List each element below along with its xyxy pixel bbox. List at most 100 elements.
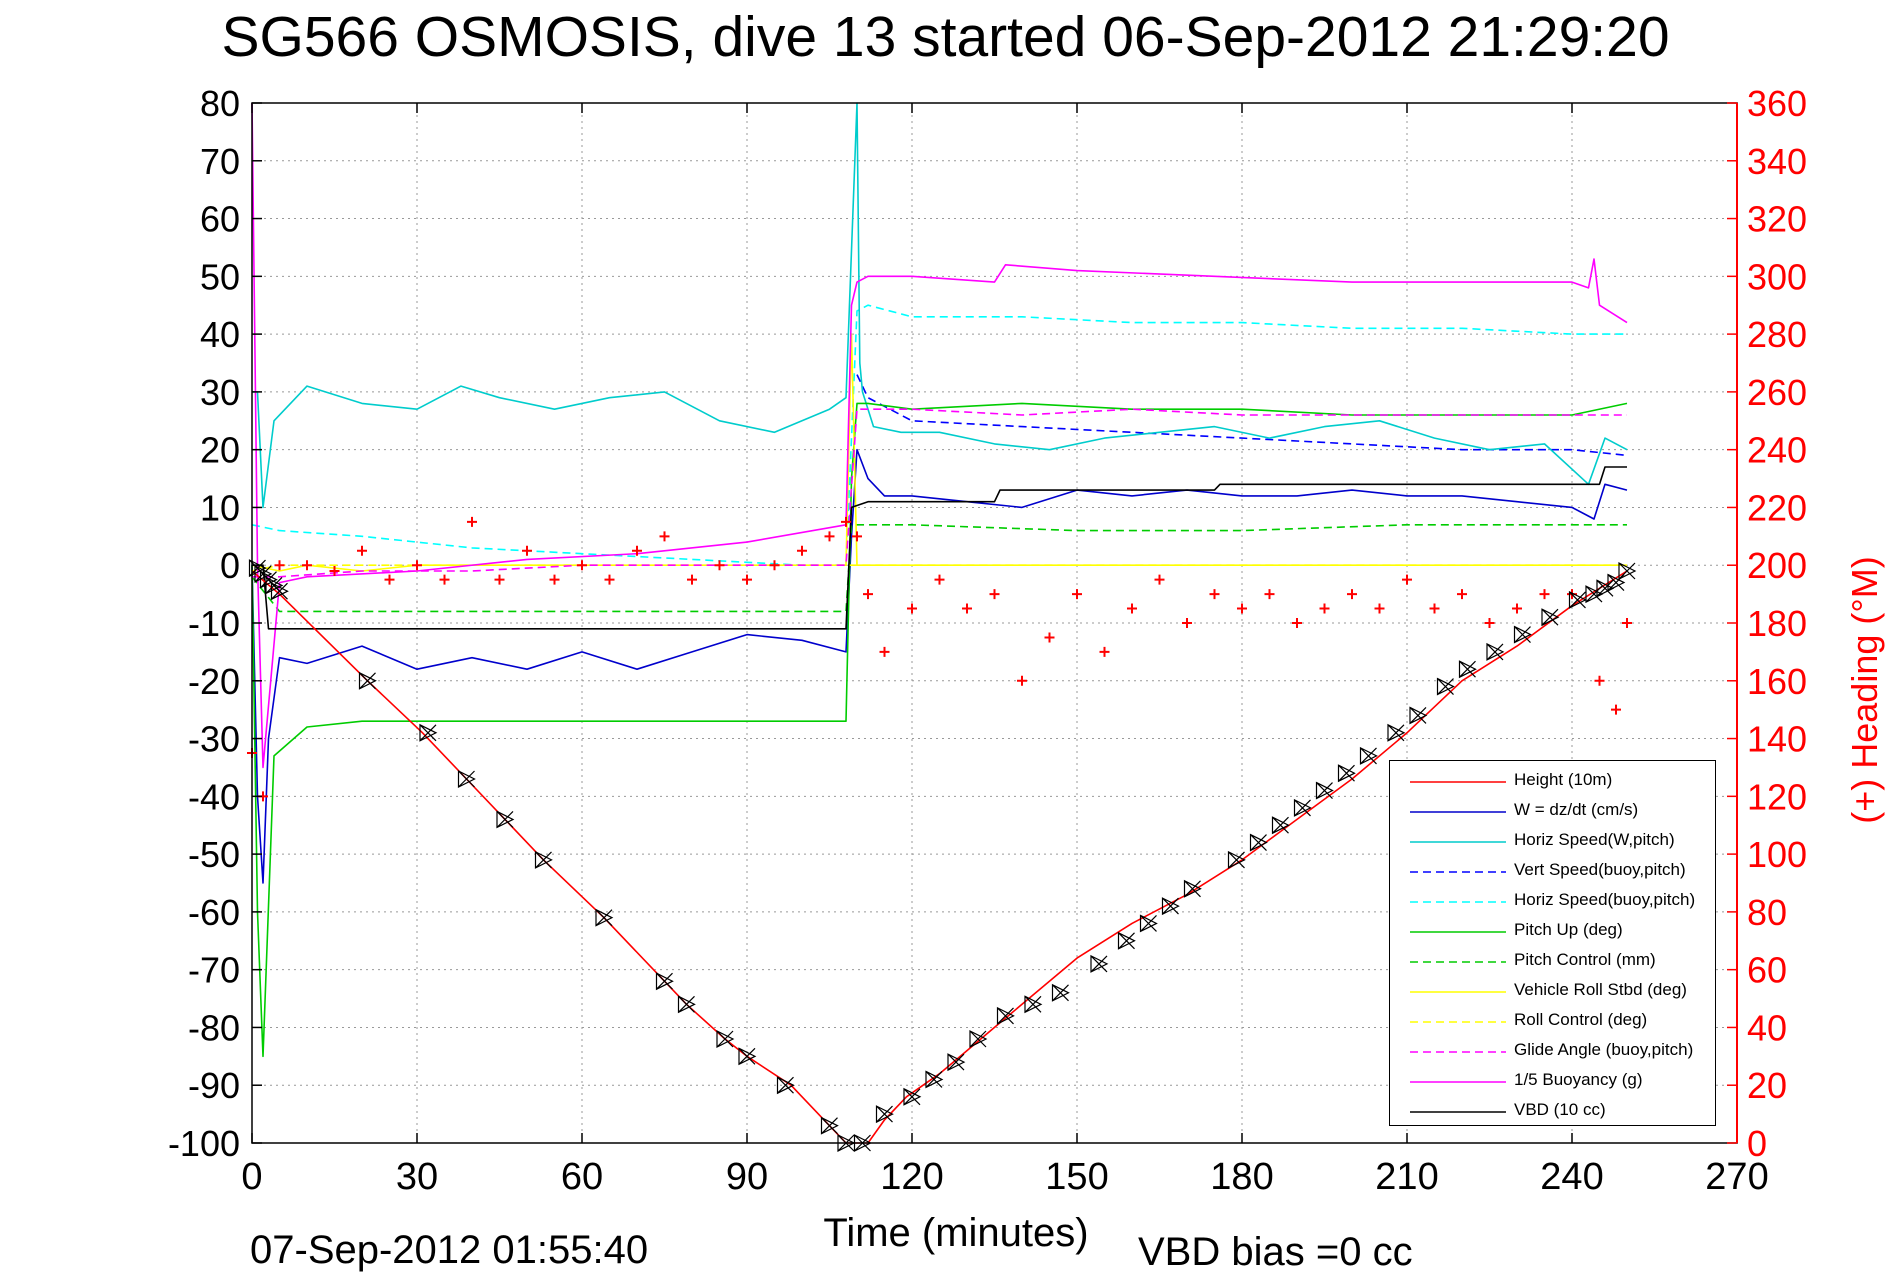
depth-marker <box>1436 677 1455 696</box>
x-tick-label: 120 <box>880 1156 943 1198</box>
y-tick-label: -90 <box>188 1065 240 1106</box>
x-tick-label: 180 <box>1210 1156 1273 1198</box>
heading-point <box>962 603 972 614</box>
heading-point <box>1044 632 1055 643</box>
series-line-9 <box>252 408 1627 578</box>
y-tick-label: 40 <box>200 314 240 355</box>
y2-tick-label: 240 <box>1747 430 1807 471</box>
series-line-10 <box>251 102 1628 769</box>
legend-item: Horiz Speed(W,pitch) <box>1390 827 1715 857</box>
y-tick-label: -80 <box>188 1007 240 1048</box>
x-tick-label: 0 <box>241 1156 262 1198</box>
heading-point <box>841 516 851 527</box>
legend-label: W = dz/dt (cm/s) <box>1514 800 1639 819</box>
heading-point <box>879 646 890 657</box>
heading-point <box>1319 603 1330 614</box>
heading-point <box>1611 704 1621 715</box>
depth-marker <box>1051 983 1070 1002</box>
x-tick-label: 240 <box>1540 1156 1603 1198</box>
axis-ticks: 0 30 60 90 120 150 180 210 240 270 80 70 60 50 40 30 20 1… <box>168 83 1807 1198</box>
heading-point <box>577 560 587 571</box>
depth-marker <box>738 1047 757 1066</box>
depth-marker <box>1293 798 1312 817</box>
depth-marker <box>1387 723 1406 742</box>
depth-marker <box>1568 590 1587 609</box>
heading-point <box>357 545 367 556</box>
legend-swatch <box>1410 841 1506 843</box>
depth-marker <box>1513 625 1532 644</box>
legend-swatch <box>1410 961 1506 963</box>
legend: Height (10m) W = dz/dt (cm/s) Horiz Speed(… <box>1389 760 1716 1126</box>
depth-marker <box>925 1070 944 1089</box>
legend-label: Glide Angle (buoy,pitch) <box>1514 1040 1694 1059</box>
depth-marker <box>1409 706 1428 725</box>
depth-marker <box>270 582 289 601</box>
legend-label: Pitch Up (deg) <box>1514 920 1623 939</box>
heading-point <box>742 574 752 585</box>
x-tick-label: 150 <box>1045 1156 1108 1198</box>
y-tick-label: 20 <box>200 430 240 471</box>
y2-tick-label: 140 <box>1747 719 1807 760</box>
heading-point <box>1127 603 1137 614</box>
y-tick-label: -50 <box>188 834 240 875</box>
y2-tick-label: 320 <box>1747 199 1807 240</box>
y-tick-label: -20 <box>188 661 240 702</box>
depth-marker <box>947 1053 966 1072</box>
heading-point <box>1539 589 1550 600</box>
heading-point <box>1154 574 1165 585</box>
depth-marker <box>1315 781 1334 800</box>
depth-marker <box>1359 746 1378 765</box>
depth-marker <box>1337 764 1356 783</box>
heading-point <box>1292 618 1302 628</box>
depth-marker <box>358 671 377 690</box>
heading-point <box>1017 675 1027 686</box>
depth-marker <box>1227 850 1246 869</box>
depth-marker <box>1458 660 1477 679</box>
legend-label: VBD (10 cc) <box>1514 1100 1606 1119</box>
depth-marker <box>820 1116 839 1135</box>
depth-marker <box>655 972 674 991</box>
series-line-0 <box>251 570 1628 1144</box>
legend-item: Horiz Speed(buoy,pitch) <box>1390 887 1715 917</box>
series-line-5 <box>251 402 1628 1058</box>
series-line-2 <box>252 102 1628 509</box>
heading-point <box>1099 646 1110 657</box>
legend-swatch <box>1410 811 1506 813</box>
y-tick-label: 0 <box>220 545 240 586</box>
heading-point <box>522 545 532 556</box>
heading-point <box>714 560 725 571</box>
heading-point <box>1347 589 1357 600</box>
depth-marker <box>716 1030 735 1048</box>
legend-item: Pitch Up (deg) <box>1390 917 1715 947</box>
y2-tick-label: 100 <box>1747 834 1807 875</box>
y-tick-label: 10 <box>200 487 240 528</box>
legend-swatch <box>1410 871 1506 873</box>
heading-point <box>907 603 917 614</box>
depth-marker <box>1139 914 1158 933</box>
y2-tick-label: 120 <box>1747 776 1807 817</box>
y2-tick-label: 20 <box>1747 1065 1787 1106</box>
legend-swatch <box>1410 901 1506 903</box>
legend-label: Height (10m) <box>1514 770 1613 789</box>
depth-marker <box>969 1030 988 1048</box>
depth-marker <box>776 1076 795 1095</box>
legend-item: VBD (10 cc) <box>1390 1097 1715 1127</box>
legend-swatch <box>1410 1081 1506 1083</box>
x-axis-label: Time (minutes) <box>823 1211 1088 1255</box>
y-tick-label: -40 <box>188 776 240 817</box>
legend-item: Vert Speed(buoy,pitch) <box>1390 857 1715 887</box>
heading-point <box>412 560 422 571</box>
heading-point <box>1622 618 1632 628</box>
y-tick-label: 80 <box>200 83 240 124</box>
heading-point <box>549 574 560 585</box>
heading-point <box>687 574 697 585</box>
legend-item: 1/5 Buoyancy (g) <box>1390 1067 1715 1097</box>
legend-label: Vert Speed(buoy,pitch) <box>1514 860 1686 879</box>
series-line-3 <box>856 374 1628 457</box>
series-line-4 <box>251 304 1627 567</box>
depth-marker <box>1024 995 1043 1014</box>
heading-point <box>1594 675 1605 686</box>
heading-point <box>824 531 835 542</box>
heading-point <box>1072 589 1082 600</box>
depth-marker <box>1596 579 1615 598</box>
